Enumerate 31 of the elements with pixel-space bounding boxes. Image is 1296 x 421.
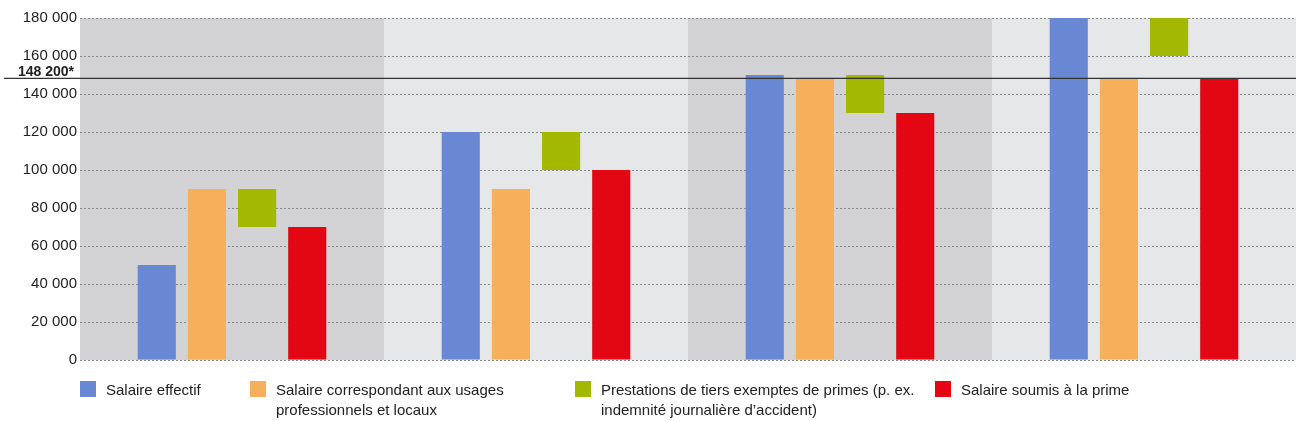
- bar: [491, 189, 530, 360]
- y-tick-label: 0: [68, 350, 77, 368]
- bar: [238, 189, 277, 227]
- legend-label: Salaire correspondant aux usages professionnels et locaux: [276, 380, 505, 420]
- bar: [795, 78, 834, 360]
- bar: [745, 75, 784, 360]
- ref-line-label: 148 200*: [17, 63, 75, 80]
- bar: [1200, 78, 1239, 360]
- y-tick-label: 160 000: [22, 46, 77, 64]
- y-tick-label: 20 000: [31, 312, 77, 330]
- bar: [542, 132, 581, 170]
- bar: [1099, 78, 1138, 360]
- bar: [441, 132, 480, 360]
- bar: [846, 75, 885, 113]
- bar: [592, 170, 631, 360]
- legend-label: Salaire effectif: [106, 380, 201, 400]
- y-tick-label: 80 000: [31, 198, 77, 216]
- y-tick-label: 140 000: [22, 84, 77, 102]
- y-tick-label: 120 000: [22, 122, 77, 140]
- bar: [288, 227, 327, 360]
- legend-label: Salaire soumis à la prime: [961, 380, 1130, 400]
- bar: [187, 189, 226, 360]
- legend-label: Prestations de tiers exemptes de primes (p. ex. indemnité journalière d’accident): [601, 380, 916, 420]
- bar: [1150, 18, 1189, 56]
- y-tick-label: 100 000: [22, 160, 77, 178]
- y-tick-label: 40 000: [31, 274, 77, 292]
- y-tick-label: 60 000: [31, 236, 77, 254]
- bar: [1049, 18, 1088, 360]
- y-tick-label: 180 000: [22, 8, 77, 26]
- bar: [137, 265, 176, 360]
- bar: [896, 113, 935, 360]
